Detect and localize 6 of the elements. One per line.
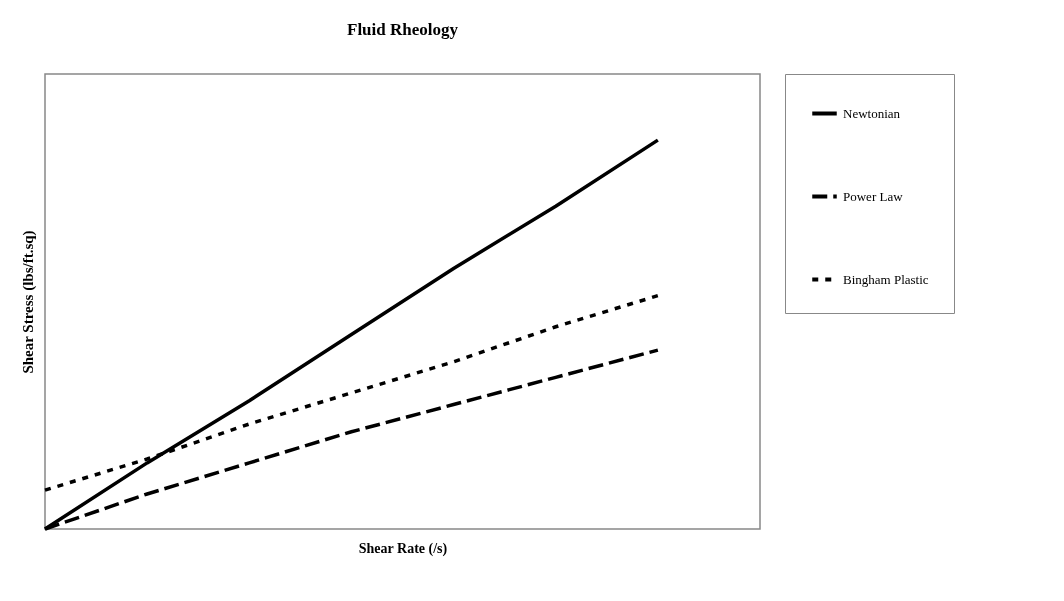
legend-label: Bingham Plastic bbox=[843, 271, 929, 287]
chart-title: Fluid Rheology bbox=[347, 19, 459, 39]
legend-label: Newtonian bbox=[843, 105, 901, 121]
y-axis-title: Shear Stress (lbs/ft.sq) bbox=[19, 230, 37, 374]
x-axis-title: Shear Rate (/s) bbox=[358, 540, 448, 557]
legend-label: Power Law bbox=[843, 188, 904, 204]
